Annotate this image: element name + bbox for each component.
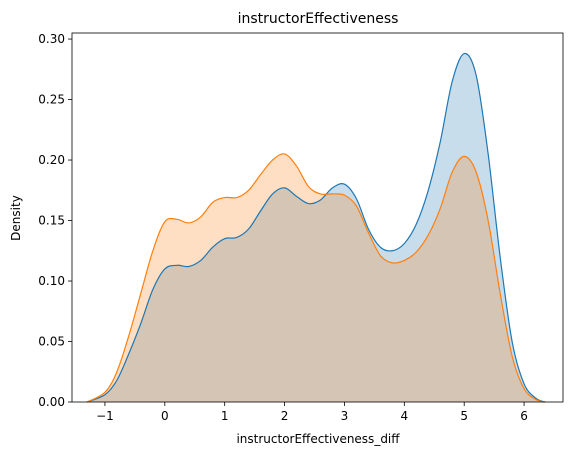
y-tick-label: 0.30 bbox=[38, 32, 65, 46]
x-tick-label: 2 bbox=[281, 409, 289, 423]
density-line-1 bbox=[86, 52, 546, 403]
density-fills bbox=[86, 53, 546, 402]
density-area-2 bbox=[86, 153, 546, 402]
y-tick-label: 0.05 bbox=[38, 335, 65, 349]
x-tick-label: 4 bbox=[401, 409, 409, 423]
x-tick-label: 6 bbox=[520, 409, 528, 423]
y-axis-ticks: 0.00 0.05 0.10 0.15 0.20 0.25 0.30 bbox=[38, 32, 72, 409]
y-tick-label: 0.25 bbox=[38, 93, 65, 107]
plot-frame bbox=[71, 32, 564, 403]
y-tick-label: 0.20 bbox=[38, 153, 65, 167]
x-tick-label: −1 bbox=[96, 409, 114, 423]
x-tick-label: 3 bbox=[341, 409, 349, 423]
y-tick-label: 0.15 bbox=[38, 214, 65, 228]
x-tick-label: 0 bbox=[161, 409, 169, 423]
y-tick-label: 0.00 bbox=[38, 395, 65, 409]
x-tick-label: 1 bbox=[221, 409, 229, 423]
x-axis-ticks: −1 0 1 2 3 4 5 6 bbox=[96, 402, 528, 423]
density-lines bbox=[86, 52, 546, 403]
chart-title: instructorEffectiveness bbox=[238, 11, 399, 27]
y-axis-label: Density bbox=[9, 195, 23, 241]
density-area-1 bbox=[86, 53, 546, 402]
y-tick-label: 0.10 bbox=[38, 274, 65, 288]
x-axis-label: instructorEffectiveness_diff bbox=[236, 432, 400, 446]
density-line-2 bbox=[86, 153, 546, 403]
x-tick-label: 5 bbox=[460, 409, 468, 423]
